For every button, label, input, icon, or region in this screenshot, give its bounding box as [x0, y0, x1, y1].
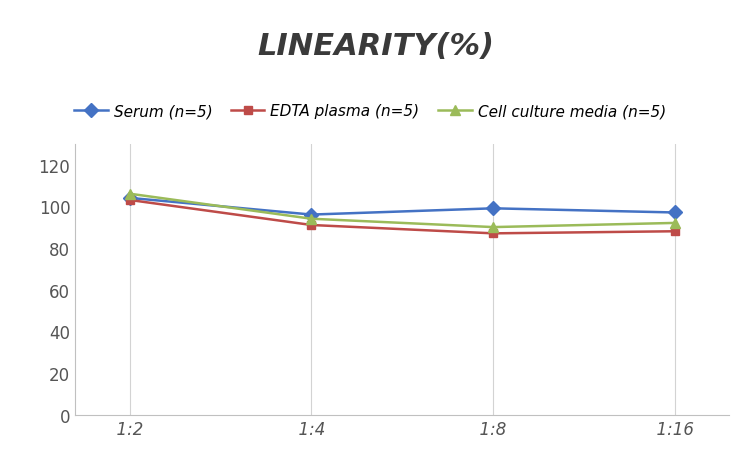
Line: Cell culture media (n=5): Cell culture media (n=5): [125, 189, 680, 232]
Cell culture media (n=5): [125, 192, 134, 197]
Line: Serum (n=5): Serum (n=5): [125, 193, 680, 220]
Serum (n=5): [307, 212, 316, 218]
EDTA plasma (n=5): [307, 223, 316, 228]
EDTA plasma (n=5): [489, 231, 498, 236]
Text: LINEARITY(%): LINEARITY(%): [257, 32, 495, 60]
Serum (n=5): [671, 210, 680, 216]
Cell culture media (n=5): [671, 221, 680, 226]
Cell culture media (n=5): [489, 225, 498, 230]
Legend: Serum (n=5), EDTA plasma (n=5), Cell culture media (n=5): Serum (n=5), EDTA plasma (n=5), Cell cul…: [68, 98, 672, 125]
Serum (n=5): [489, 206, 498, 212]
Cell culture media (n=5): [307, 216, 316, 222]
EDTA plasma (n=5): [671, 229, 680, 235]
Serum (n=5): [125, 196, 134, 201]
Line: EDTA plasma (n=5): EDTA plasma (n=5): [126, 196, 679, 238]
EDTA plasma (n=5): [125, 198, 134, 203]
